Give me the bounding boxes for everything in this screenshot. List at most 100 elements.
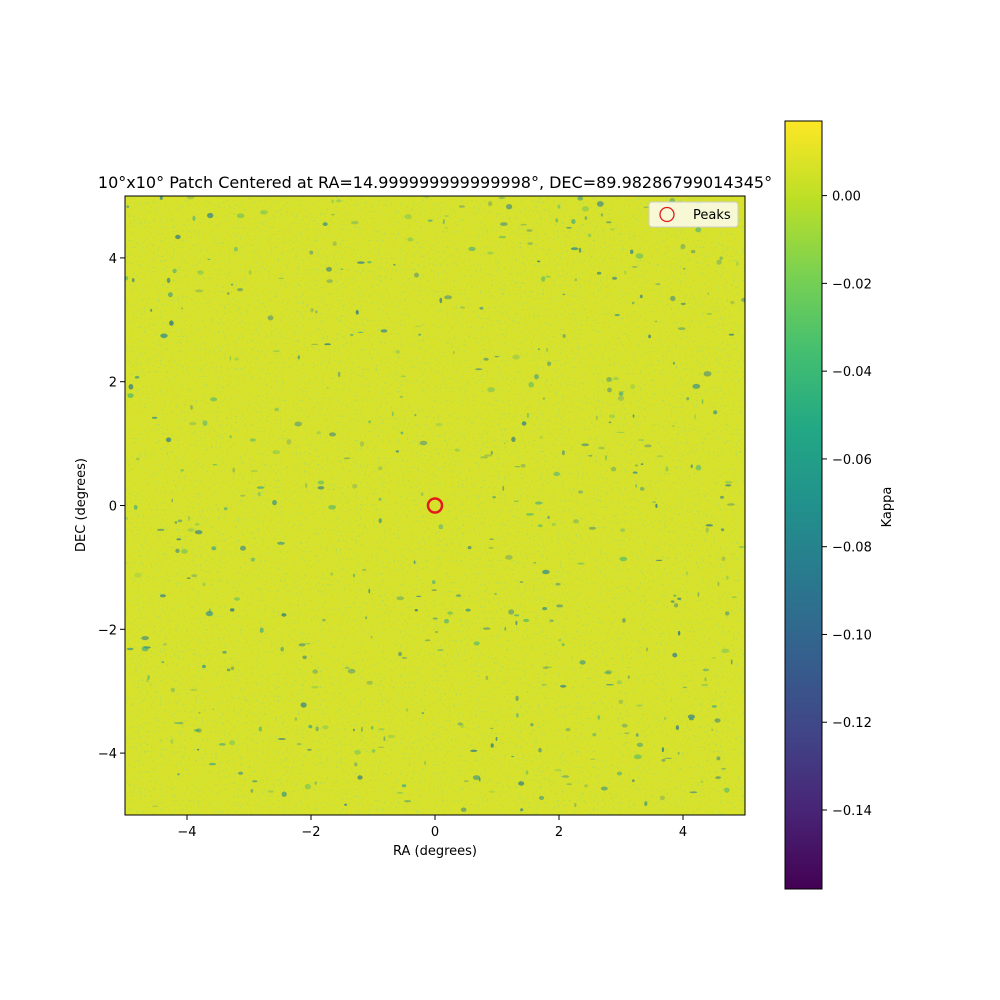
- heatmap-speckle: [240, 494, 246, 497]
- heatmap-speckle: [498, 235, 507, 239]
- heatmap-speckle: [398, 651, 402, 657]
- heatmap-speckle: [616, 771, 623, 776]
- heatmap-speckle: [401, 784, 407, 788]
- heatmap-speckle: [252, 780, 258, 783]
- heatmap-speckle: [621, 723, 628, 728]
- heatmap-speckle: [337, 371, 341, 378]
- heatmap-speckle: [673, 594, 677, 597]
- heatmap-speckle: [487, 201, 493, 207]
- heatmap-speckle: [648, 334, 651, 339]
- heatmap-speckle: [612, 377, 619, 381]
- heatmap-speckle: [675, 725, 680, 731]
- heatmap-speckle: [677, 630, 681, 636]
- heatmap-speckle: [661, 747, 665, 753]
- heatmap-speckle: [443, 219, 445, 225]
- heatmap-speckle: [527, 242, 533, 246]
- heatmap-speckle: [672, 652, 678, 658]
- heatmap-speckle: [189, 421, 197, 426]
- heatmap-speckle: [223, 507, 228, 511]
- heatmap-speckle: [741, 297, 745, 302]
- heatmap-speckle: [160, 333, 168, 339]
- heatmap-speckle: [655, 283, 661, 285]
- heatmap-speckle: [727, 503, 735, 506]
- heatmap-speckle: [250, 557, 255, 562]
- heatmap-speckle: [701, 399, 704, 405]
- heatmap-speckle: [592, 733, 597, 737]
- heatmap-speckle: [644, 801, 648, 806]
- heatmap-speckle: [724, 611, 730, 616]
- heatmap-speckle: [370, 636, 373, 639]
- x-tick-label: −2: [301, 825, 320, 840]
- heatmap-speckle: [596, 415, 598, 421]
- heatmap-speckle: [570, 247, 579, 251]
- heatmap-speckle: [677, 597, 682, 600]
- heatmap-speckle: [731, 596, 738, 599]
- heatmap-speckle: [470, 749, 478, 752]
- heatmap-speckle: [490, 450, 493, 455]
- heatmap-speckle: [391, 411, 394, 417]
- heatmap-speckle: [197, 748, 200, 751]
- heatmap-speckle: [526, 513, 534, 516]
- heatmap-speckle: [538, 747, 542, 753]
- heatmap-speckle: [236, 213, 245, 219]
- heatmap-speckle: [558, 639, 562, 642]
- heatmap-speckle: [272, 350, 281, 352]
- x-tick-label: 0: [431, 825, 439, 840]
- heatmap-speckle: [483, 357, 489, 361]
- heatmap-speckle: [315, 726, 319, 732]
- heatmap-speckle: [173, 722, 182, 724]
- heatmap-speckle: [705, 527, 709, 533]
- heatmap-speckle: [297, 355, 300, 360]
- heatmap-speckle: [539, 436, 544, 439]
- heatmap-speckle: [671, 425, 675, 427]
- heatmap-speckle: [396, 596, 405, 601]
- heatmap-speckle: [368, 420, 371, 424]
- heatmap-speckle: [513, 500, 520, 502]
- heatmap-speckle: [581, 206, 590, 212]
- x-axis-label: RA (degrees): [393, 844, 477, 859]
- heatmap-speckle: [635, 253, 644, 259]
- heatmap-speckle: [518, 781, 525, 786]
- heatmap-speckle: [343, 457, 351, 460]
- chart-title: 10°x10° Patch Centered at RA=14.99999999…: [98, 173, 772, 192]
- heatmap-speckle: [566, 783, 573, 785]
- heatmap-speckle: [556, 604, 564, 608]
- x-tick-label: 2: [555, 825, 563, 840]
- heatmap-speckle: [695, 227, 702, 233]
- heatmap-speckle: [286, 439, 292, 445]
- heatmap-speckle: [545, 275, 551, 278]
- heatmap-speckle: [547, 361, 552, 367]
- heatmap-speckle: [400, 375, 406, 378]
- heatmap-speckle: [490, 727, 494, 729]
- heatmap-speckle: [721, 528, 725, 532]
- heatmap-speckle: [597, 715, 601, 720]
- heatmap-speckle: [562, 450, 565, 456]
- heatmap-speckle: [537, 524, 543, 528]
- heatmap-speckle: [166, 277, 171, 284]
- heatmap-speckle: [169, 320, 174, 326]
- colorbar-tick-label: −0.12: [832, 716, 872, 731]
- heatmap-speckle: [542, 569, 550, 575]
- heatmap-speckle: [562, 334, 566, 338]
- heatmap-speckle: [484, 454, 492, 457]
- heatmap-speckle: [686, 571, 688, 576]
- heatmap-speckle: [502, 485, 505, 491]
- heatmap-speckle: [618, 391, 625, 393]
- heatmap-speckle: [179, 721, 184, 725]
- heatmap-speckle: [304, 783, 311, 790]
- heatmap-speckle: [347, 668, 356, 674]
- heatmap-speckle: [645, 647, 649, 652]
- heatmap-speckle: [322, 222, 328, 227]
- heatmap-speckle: [590, 758, 596, 760]
- heatmap-speckle: [207, 212, 214, 219]
- y-tick-label: −2: [98, 623, 117, 638]
- heatmap-speckle: [159, 196, 163, 200]
- heatmap-speckle: [316, 431, 321, 435]
- heatmap-speckle: [508, 609, 515, 615]
- heatmap-speckle: [414, 325, 421, 327]
- heatmap-speckle: [713, 410, 718, 415]
- heatmap-speckle: [542, 397, 546, 400]
- heatmap-speckle: [630, 249, 634, 255]
- heatmap-speckle: [280, 646, 285, 652]
- heatmap-speckle: [354, 762, 358, 767]
